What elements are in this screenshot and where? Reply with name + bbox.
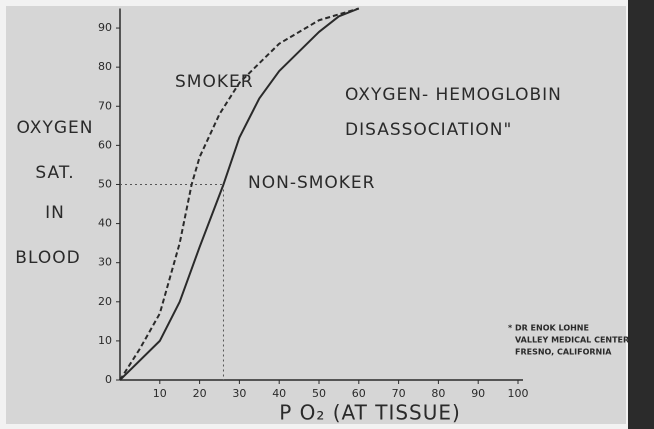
y-tick-label: 50 [98, 177, 112, 190]
y-tick-label: 10 [98, 334, 112, 347]
chart-title: DISASSOCIATION" [345, 120, 512, 140]
y-label: BLOOD [15, 248, 80, 268]
y-label: OXYGEN [17, 118, 94, 138]
x-tick-label: 60 [352, 387, 366, 400]
y-tick-label: 90 [98, 21, 112, 34]
x-label: P O₂ (AT TISSUE) [279, 401, 461, 425]
x-tick-label: 100 [508, 387, 529, 400]
y-tick-label: 80 [98, 60, 112, 73]
series-line [119, 7, 360, 381]
x-tick-label: 70 [392, 387, 406, 400]
x-tick-label: 30 [232, 387, 246, 400]
chart-title: OXYGEN- HEMOGLOBIN [345, 85, 562, 105]
non-smoker-label: NON-SMOKER [248, 173, 376, 193]
y-label: IN [45, 203, 65, 223]
y-tick-label: 30 [98, 256, 112, 269]
credit: VALLEY MEDICAL CENTER [515, 336, 629, 345]
x-tick-label: 50 [312, 387, 326, 400]
y-tick-label: 20 [98, 295, 112, 308]
y-tick-label: 70 [98, 99, 112, 112]
x-tick-label: 20 [193, 387, 207, 400]
y-tick-label: 60 [98, 138, 112, 151]
paper [6, 6, 626, 424]
x-tick-label: 90 [471, 387, 485, 400]
y-label: SAT. [35, 163, 74, 183]
credit: * DR ENOK LOHNE [508, 324, 589, 333]
credit: FRESNO, CALIFORNIA [515, 348, 612, 357]
edge [628, 0, 654, 429]
y-tick-label: 0 [105, 373, 112, 386]
series-line [119, 7, 360, 381]
x-tick-label: 10 [153, 387, 167, 400]
x-tick-label: 80 [431, 387, 445, 400]
x-tick-label: 40 [272, 387, 286, 400]
y-tick-label: 40 [98, 217, 112, 230]
smoker-label: SMOKER [175, 72, 254, 92]
